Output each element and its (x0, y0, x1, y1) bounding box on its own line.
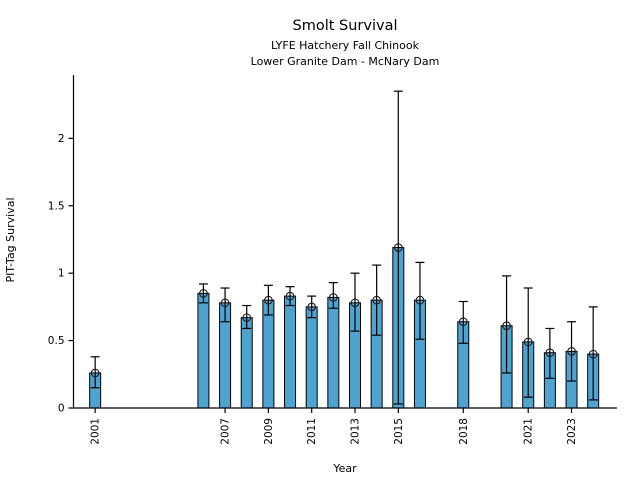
x-tick-label-2007: 2007 (220, 418, 232, 445)
bar-2006 (197, 292, 210, 409)
marker-2016 (415, 295, 425, 305)
x-tick-label-2015: 2015 (393, 418, 405, 445)
marker-2013 (350, 298, 360, 308)
marker-2023 (567, 347, 576, 356)
bar-2008 (240, 317, 253, 409)
y-tick-label-0.5: 0.5 (48, 335, 65, 347)
y-tick-label-1: 1 (58, 268, 65, 280)
marker-2006 (199, 289, 208, 298)
marker-2018 (458, 317, 468, 327)
marker-2021 (523, 337, 533, 347)
y-axis-label: PIT-Tag Survival (4, 197, 17, 282)
x-tick-label-2018: 2018 (458, 418, 470, 445)
marker-2011 (307, 302, 317, 312)
marker-2007 (220, 298, 230, 308)
marker-2014 (372, 295, 381, 305)
marker-2008 (242, 313, 252, 323)
marker-2012 (328, 293, 338, 302)
marker-2020 (502, 321, 511, 331)
x-tick-label-2013: 2013 (349, 418, 361, 445)
x-tick-label-2021: 2021 (523, 418, 535, 445)
bar-2010 (284, 295, 297, 409)
x-tick-label-2001: 2001 (90, 418, 102, 445)
marker-2022 (545, 348, 555, 358)
chart-title: Smolt Survival (293, 18, 398, 34)
bar-2011 (305, 306, 318, 409)
x-tick-label-2023: 2023 (566, 418, 578, 445)
bar-2012 (327, 296, 340, 409)
marker-2015 (393, 243, 403, 252)
marker-2009 (264, 295, 273, 305)
y-tick-label-0: 0 (58, 403, 65, 415)
chart-subtitle-2: Lower Granite Dam - McNary Dam (251, 55, 440, 68)
y-tick-label-1.5: 1.5 (48, 200, 65, 212)
x-axis-label: Year (332, 462, 357, 475)
plot-marks: 0 0.5 1 1.5 2 2001 2007 2009 2011 2013 2015 2018 202… (48, 75, 617, 445)
x-tick-label-2009: 2009 (263, 418, 275, 445)
x-tick-label-2011: 2011 (306, 418, 318, 445)
marker-2024 (588, 349, 598, 359)
bar-2009 (262, 299, 275, 409)
marker-2010 (285, 291, 295, 301)
marker-2001 (90, 368, 100, 378)
y-tick-label-2: 2 (58, 133, 65, 145)
chart-subtitle-1: LYFE Hatchery Fall Chinook (271, 39, 420, 52)
